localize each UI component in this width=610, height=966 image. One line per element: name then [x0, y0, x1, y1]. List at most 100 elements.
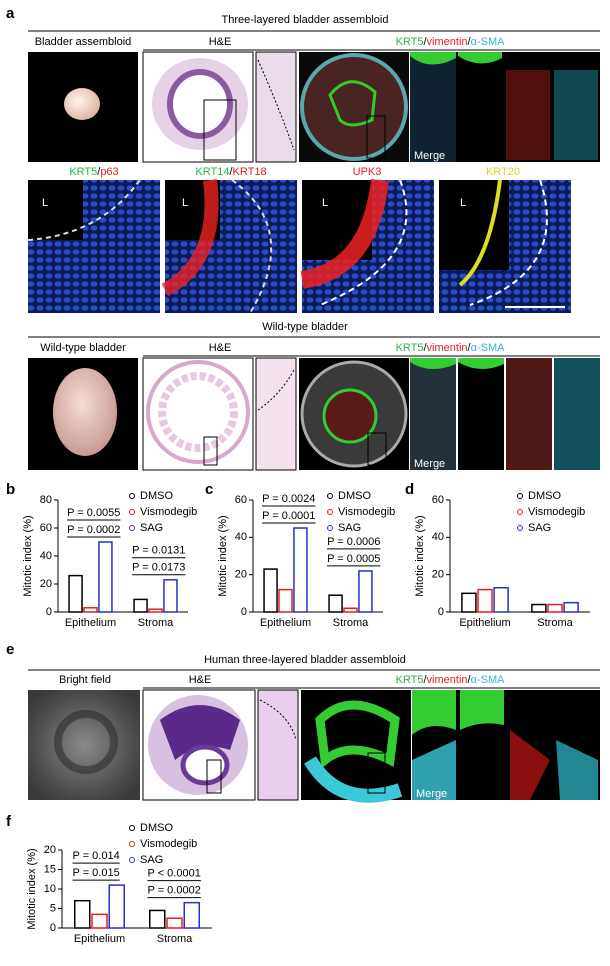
legend-label: DMSO: [140, 490, 173, 502]
y-tick-label: 0: [46, 606, 52, 618]
legend-label: SAG: [140, 854, 163, 866]
stain-label: UPK3: [353, 166, 382, 178]
legend-marker: [129, 493, 135, 499]
legend-label: DMSO: [140, 822, 173, 834]
stain-label: KRT5/vimentin/α-SMA: [396, 674, 506, 686]
merge-label: Merge: [414, 458, 445, 470]
stain-label: KRT5/vimentin/α-SMA: [396, 342, 506, 354]
image-label: H&E: [209, 342, 232, 354]
merge-label: Merge: [416, 788, 447, 800]
bar: [358, 570, 373, 613]
p-value: P = 0.014: [73, 850, 120, 862]
bar: [293, 527, 308, 613]
bar: [547, 603, 563, 613]
bar: [68, 574, 83, 613]
y-tick-label: 0: [241, 606, 247, 618]
stain: vimentin: [427, 674, 468, 686]
bar: [477, 588, 493, 613]
legend-label: DMSO: [528, 490, 561, 502]
bar: [83, 607, 98, 613]
p-value: P < 0.0001: [148, 868, 201, 880]
panel-label: b: [6, 481, 15, 498]
bar: [98, 541, 113, 613]
photo: [28, 690, 140, 800]
p-value: P = 0.0005: [327, 553, 380, 565]
legend-label: Vismodegib: [140, 506, 197, 518]
image-label: Bright field: [59, 674, 111, 686]
stain-label: KRT14/KRT18: [195, 166, 266, 178]
p-value: P = 0.0055: [67, 507, 120, 519]
legend-label: SAG: [338, 522, 361, 534]
stain: /: [97, 166, 101, 178]
bar: [531, 603, 547, 613]
y-tick-label: 40: [432, 531, 444, 543]
image-label: Bladder assembloid: [35, 36, 132, 48]
legend-marker: [129, 509, 135, 515]
panel-label: a: [6, 5, 15, 22]
stain: /: [468, 674, 472, 686]
stain-label: KRT5/p63: [69, 166, 118, 178]
bar: [108, 884, 125, 929]
y-tick-label: 80: [40, 494, 52, 506]
section-title: Three-layered bladder assembloid: [222, 14, 389, 26]
panel-label: c: [205, 481, 213, 498]
bar: [149, 909, 166, 929]
legend-label: DMSO: [338, 490, 371, 502]
stain: /: [423, 342, 427, 354]
stain: KRT18: [233, 166, 267, 178]
y-tick-label: 20: [432, 569, 444, 581]
x-tick-label: Epithelium: [74, 933, 125, 945]
section-title: Wild-type bladder: [262, 321, 348, 333]
y-axis-label: Mitotic index (%): [217, 515, 229, 596]
y-tick-label: 0: [438, 606, 444, 618]
panel-label: f: [6, 813, 12, 830]
bar: [163, 579, 178, 613]
image-label: H&E: [189, 674, 212, 686]
y-tick-label: 40: [40, 550, 52, 562]
stain: vimentin: [427, 342, 468, 354]
legend-marker: [517, 509, 523, 515]
image-label: H&E: [209, 36, 232, 48]
y-tick-label: 15: [44, 863, 56, 875]
x-tick-label: Stroma: [333, 617, 369, 629]
lumen-label: L: [42, 197, 48, 209]
p-value: P = 0.0002: [67, 524, 120, 536]
merge-label: Merge: [414, 150, 445, 162]
bar: [461, 592, 477, 613]
bar: [148, 608, 163, 613]
legend-marker: [517, 525, 523, 531]
legend-marker: [129, 841, 135, 847]
y-tick-label: 60: [432, 494, 444, 506]
y-tick-label: 40: [235, 531, 247, 543]
stain: /: [423, 674, 427, 686]
legend-label: Vismodegib: [338, 506, 395, 518]
bar: [343, 607, 358, 613]
legend-marker: [129, 525, 135, 531]
legend-marker: [129, 825, 135, 831]
stain: α-SMA: [471, 342, 506, 354]
legend-label: SAG: [528, 522, 551, 534]
bar: [74, 899, 91, 929]
x-tick-label: Stroma: [537, 617, 573, 629]
legend-label: SAG: [140, 522, 163, 534]
y-tick-label: 5: [50, 902, 56, 914]
stain: /: [423, 36, 427, 48]
p-value: P = 0.015: [73, 867, 120, 879]
stain: /: [468, 342, 472, 354]
stain: α-SMA: [471, 674, 506, 686]
y-tick-label: 20: [44, 844, 56, 856]
p-value: P = 0.0001: [262, 510, 315, 522]
bar: [278, 588, 293, 613]
lumen-label: L: [182, 197, 188, 209]
y-axis-label: Mitotic index (%): [26, 848, 38, 929]
legend-marker: [129, 857, 135, 863]
bar: [183, 901, 200, 929]
bar: [133, 598, 148, 613]
x-tick-label: Epithelium: [459, 617, 510, 629]
p-value: P = 0.0173: [132, 562, 185, 574]
p-value: P = 0.0024: [262, 493, 315, 505]
bar: [563, 601, 579, 613]
y-axis-label: Mitotic index (%): [414, 515, 426, 596]
legend-marker: [517, 493, 523, 499]
